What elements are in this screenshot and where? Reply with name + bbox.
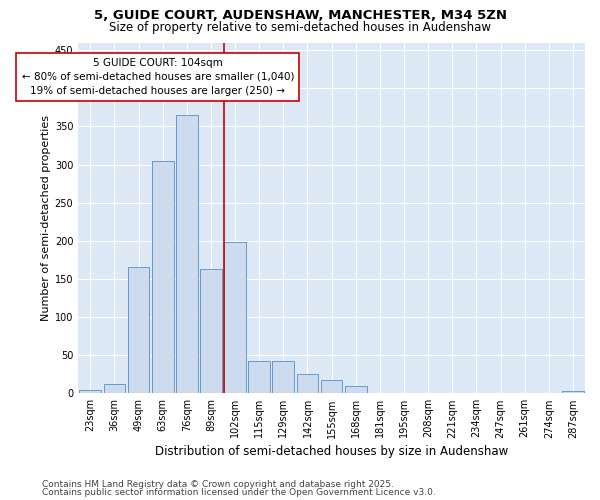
Text: 5, GUIDE COURT, AUDENSHAW, MANCHESTER, M34 5ZN: 5, GUIDE COURT, AUDENSHAW, MANCHESTER, M… — [94, 9, 506, 22]
Text: Size of property relative to semi-detached houses in Audenshaw: Size of property relative to semi-detach… — [109, 22, 491, 35]
Bar — [272, 360, 294, 394]
Text: Contains public sector information licensed under the Open Government Licence v3: Contains public sector information licen… — [42, 488, 436, 497]
Bar — [224, 242, 246, 394]
Bar — [200, 269, 222, 394]
Bar — [152, 160, 173, 394]
Bar — [104, 384, 125, 394]
Bar — [321, 380, 343, 394]
Y-axis label: Number of semi-detached properties: Number of semi-detached properties — [41, 115, 50, 321]
Text: 5 GUIDE COURT: 104sqm
← 80% of semi-detached houses are smaller (1,040)
19% of s: 5 GUIDE COURT: 104sqm ← 80% of semi-deta… — [22, 58, 294, 96]
Bar — [562, 391, 584, 394]
Bar — [128, 268, 149, 394]
Bar — [345, 386, 367, 394]
Bar — [79, 390, 101, 394]
Text: Contains HM Land Registry data © Crown copyright and database right 2025.: Contains HM Land Registry data © Crown c… — [42, 480, 394, 489]
Bar — [296, 374, 319, 394]
Bar — [248, 360, 270, 394]
X-axis label: Distribution of semi-detached houses by size in Audenshaw: Distribution of semi-detached houses by … — [155, 444, 508, 458]
Bar — [176, 115, 197, 394]
